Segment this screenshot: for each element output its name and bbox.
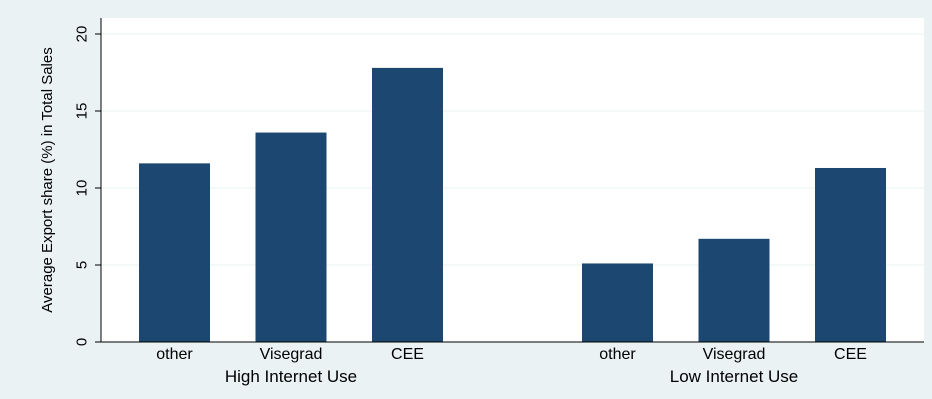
group-label: High Internet Use xyxy=(225,367,357,386)
category-label: other xyxy=(156,346,193,363)
category-label: Visegrad xyxy=(703,346,766,363)
y-tick-label: 5 xyxy=(73,261,90,269)
y-tick-label: 15 xyxy=(73,103,90,120)
y-tick-label: 0 xyxy=(73,338,90,346)
bars xyxy=(139,67,886,342)
group-label: Low Internet Use xyxy=(670,367,799,386)
category-label: CEE xyxy=(391,346,424,363)
y-tick-label: 20 xyxy=(73,26,90,43)
x-axis: other Visegrad CEE High Internet Use other Vi… xyxy=(101,341,924,386)
bar-other-high xyxy=(139,163,210,342)
plot-area xyxy=(101,18,924,342)
bar-visegrad-low xyxy=(698,238,770,342)
bar-cee-high xyxy=(372,67,443,342)
bar-other-low xyxy=(582,263,653,342)
y-axis-label: Average Export share (%) in Total Sales xyxy=(39,47,56,312)
category-label: CEE xyxy=(834,346,867,363)
category-label: other xyxy=(599,346,636,363)
bar-cee-low xyxy=(815,167,886,342)
grid-lines xyxy=(101,33,924,266)
y-axis: 0 5 10 15 20 xyxy=(73,18,102,346)
y-tick-label: 10 xyxy=(73,180,90,197)
bar-visegrad-high xyxy=(255,132,327,342)
category-label: Visegrad xyxy=(260,346,323,363)
